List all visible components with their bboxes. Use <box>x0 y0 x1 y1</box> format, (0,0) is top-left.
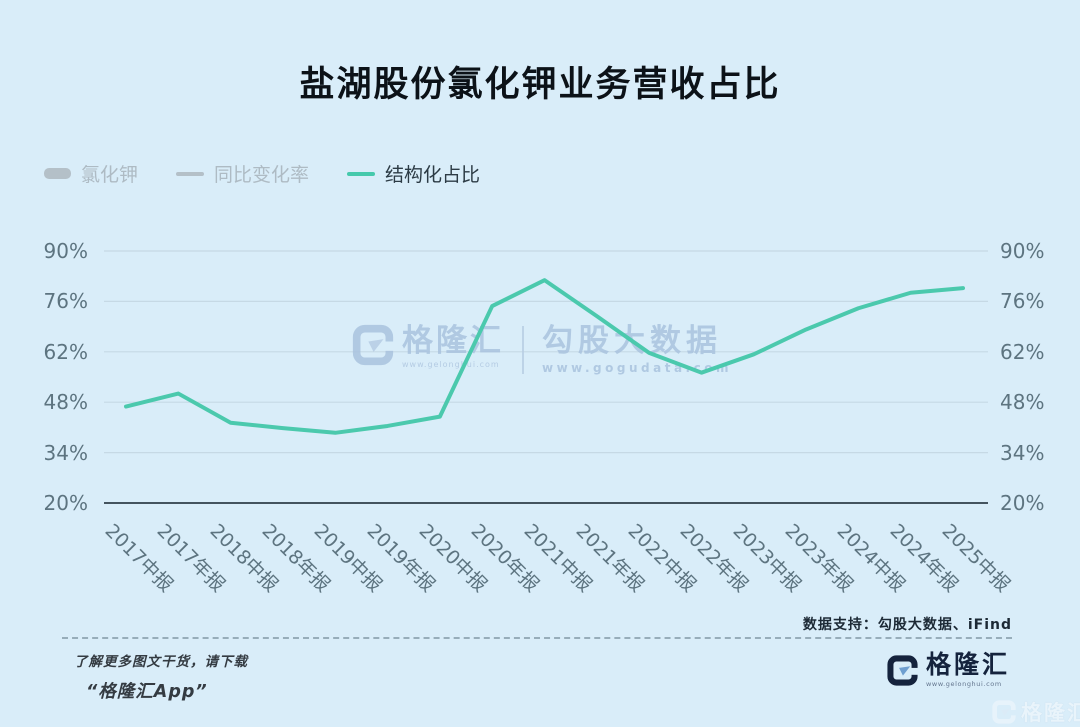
legend-line-swatch-icon <box>347 171 376 176</box>
legend-label: 氯化钾 <box>81 164 139 186</box>
gelonghui-logo-icon <box>992 700 1016 724</box>
legend-line-swatch-icon <box>176 171 205 176</box>
watermark-brand-url: www.gelonghui.com <box>402 360 500 369</box>
data-source-note: 数据支持：勾股大数据、iFind <box>802 617 1012 633</box>
y-axis-label-left: 62% <box>43 339 88 364</box>
legend-label: 同比变化率 <box>214 164 310 186</box>
legend-item-氯化钾[interactable]: 氯化钾 <box>44 160 138 187</box>
watermark-brand-text: 格隆汇 <box>402 323 504 359</box>
gelonghui-brand-lockup: 格隆汇 www.gelonghui.com <box>887 652 1010 688</box>
y-axis-label-right: 34% <box>1000 440 1045 465</box>
promo-line1: 了解更多图文干货，请下载 <box>74 654 248 670</box>
corner-watermark-text: 格隆汇 <box>1021 701 1080 725</box>
y-axis-label-right: 20% <box>1000 491 1045 515</box>
watermark-partner-url: www.gogudata.com <box>542 361 732 375</box>
brand-name: 格隆汇 <box>925 650 1010 679</box>
watermark-divider <box>522 326 524 374</box>
legend-bar-swatch-icon <box>44 168 71 179</box>
y-axis-label-left: 34% <box>43 440 88 465</box>
promo-line2: “格隆汇App” <box>86 682 208 702</box>
y-axis-label-right: 48% <box>1000 390 1045 415</box>
legend-label: 结构化占比 <box>385 164 481 186</box>
center-watermark: 格隆汇 www.gelonghui.com 勾股大数据 www.gogudata… <box>352 324 732 375</box>
legend-item-同比变化率[interactable]: 同比变化率 <box>176 160 309 187</box>
legend-item-结构化占比[interactable]: 结构化占比 <box>347 160 480 187</box>
gelonghui-logo-icon <box>352 324 394 366</box>
gelonghui-logo-icon <box>887 654 918 686</box>
watermark-partner-text: 勾股大数据 <box>542 323 722 359</box>
footer-divider <box>62 637 1012 639</box>
chart-title: 盐湖股份氯化钾业务营收占比 <box>299 65 781 105</box>
corner-watermark: 格隆汇 <box>992 697 1080 727</box>
y-axis-label-left: 48% <box>43 390 88 415</box>
y-axis-label-right: 90% <box>1000 239 1045 263</box>
y-axis-label-left: 90% <box>43 239 88 263</box>
y-axis-label-right: 76% <box>1000 289 1045 314</box>
y-axis-label-left: 76% <box>43 289 88 314</box>
brand-url: www.gelonghui.com <box>925 680 1002 688</box>
chart-legend: 氯化钾 同比变化率 结构化占比 <box>44 160 480 187</box>
footer-promo: 了解更多图文干货，请下载 “格隆汇App” <box>74 650 248 703</box>
y-axis-label-left: 20% <box>43 491 88 515</box>
y-axis-label-right: 62% <box>1000 339 1045 364</box>
